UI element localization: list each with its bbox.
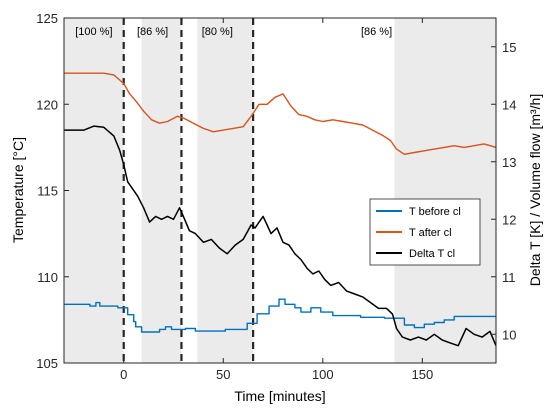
y-right-tick-label: 11 bbox=[502, 270, 516, 285]
x-axis-label: Time [minutes] bbox=[234, 388, 325, 404]
legend-label-t-after: T after cl bbox=[409, 227, 452, 239]
band-label: [86 %] bbox=[137, 26, 168, 38]
y-left-axis-ticks: 105 110 115 120 125 bbox=[36, 11, 69, 371]
x-tick-label: 0 bbox=[120, 367, 127, 382]
y-left-tick-label: 110 bbox=[37, 270, 58, 285]
band-label: [100 %] bbox=[75, 26, 112, 38]
legend: T before cl T after cl Delta T cl bbox=[369, 198, 481, 266]
band-labels: [100 %] [86 %] [80 %] [86 %] bbox=[75, 26, 392, 38]
band-label: [80 %] bbox=[202, 26, 233, 38]
x-tick-label: 100 bbox=[312, 367, 334, 382]
y-left-axis-label: Temperature [°C] bbox=[10, 137, 26, 243]
shaded-band bbox=[394, 18, 496, 363]
y-right-tick-label: 10 bbox=[502, 327, 516, 342]
series-delta-t-cl bbox=[64, 125, 496, 347]
y-left-tick-label: 125 bbox=[36, 11, 58, 26]
y-right-tick-label: 13 bbox=[502, 155, 516, 170]
x-axis-ticks: 0 50 100 150 bbox=[120, 18, 433, 382]
shaded-band bbox=[64, 18, 124, 363]
y-left-tick-label: 120 bbox=[36, 97, 58, 112]
series-t-before-cl bbox=[64, 298, 496, 333]
y-left-tick-label: 105 bbox=[36, 356, 58, 371]
y-right-tick-label: 12 bbox=[502, 212, 516, 227]
y-right-tick-label: 14 bbox=[502, 97, 516, 112]
shaded-band bbox=[141, 18, 182, 363]
y-left-tick-label: 115 bbox=[37, 184, 58, 199]
vertical-dashed-lines bbox=[122, 18, 255, 363]
shaded-band bbox=[197, 18, 254, 363]
band-label: [86 %] bbox=[361, 26, 392, 38]
series-t-after-cl bbox=[64, 72, 496, 155]
legend-label-t-before: T before cl bbox=[409, 206, 461, 218]
x-tick-label: 50 bbox=[216, 367, 230, 382]
y-right-tick-label: 15 bbox=[502, 40, 516, 55]
y-right-axis-label: Delta T [K] / Volume flow [m³/h] bbox=[527, 94, 543, 286]
y-right-axis-ticks: 10 11 12 13 14 15 bbox=[491, 40, 516, 342]
series-layer bbox=[64, 72, 496, 347]
shaded-bands bbox=[64, 18, 496, 363]
x-tick-label: 150 bbox=[411, 367, 433, 382]
legend-label-delta-t: Delta T cl bbox=[409, 248, 455, 260]
